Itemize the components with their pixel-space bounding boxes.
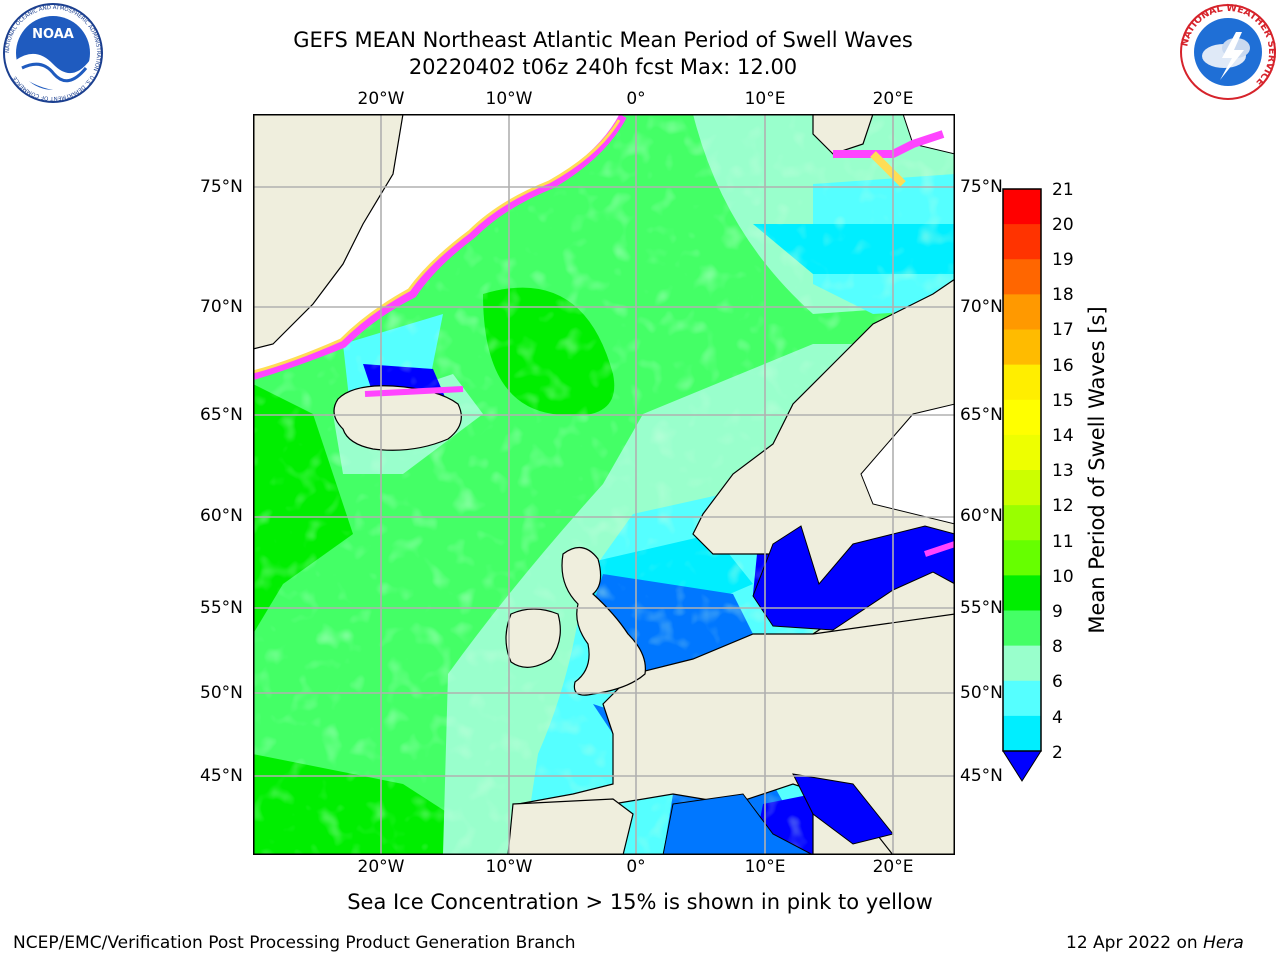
lon-label-bottom: 20°W	[357, 857, 405, 877]
lat-label-left: 55°N	[200, 598, 243, 618]
lat-label-right: 45°N	[960, 766, 1003, 786]
colorbar-label: Mean Period of Swell Waves [s]	[1085, 306, 1109, 634]
noaa-logo-text: NOAA	[32, 27, 74, 42]
colorbar-under-arrow	[1002, 750, 1042, 782]
host-name: Hera	[1203, 933, 1244, 953]
britain-land	[561, 547, 646, 696]
nws-logo: NATIONAL WEATHER SERVICE	[1179, 3, 1277, 100]
iceland-land	[333, 385, 462, 451]
colorbar-segment	[1003, 189, 1041, 225]
colorbar-tick: 10	[1052, 567, 1074, 587]
colorbar-segment	[1003, 505, 1041, 541]
lon-label-top: 0°	[626, 89, 646, 109]
colorbar-tick: 21	[1052, 180, 1074, 200]
colorbar-segment	[1003, 329, 1041, 366]
lat-label-right: 65°N	[960, 405, 1003, 425]
noaa-logo: NOAA NATIONAL OCEANIC AND ATMOSPHERIC AD…	[3, 3, 103, 103]
graticule	[253, 114, 955, 855]
chart-subtitle: 20220402 t06z 240h fcst Max: 12.00	[408, 55, 798, 79]
colorbar	[1002, 188, 1042, 782]
lon-label-bottom: 20°E	[872, 857, 914, 877]
lat-label-right: 50°N	[960, 683, 1003, 703]
lat-label-right: 60°N	[960, 506, 1003, 526]
lat-label-left: 70°N	[200, 297, 243, 317]
colorbar-tick: 19	[1052, 250, 1074, 270]
lat-label-left: 75°N	[200, 177, 243, 197]
run-date: 12 Apr 2022 on Hera	[1066, 933, 1244, 953]
colorbar-tick: 16	[1052, 356, 1074, 376]
colorbar-segment	[1003, 610, 1041, 647]
adriatic-sea	[792, 773, 894, 845]
colorbar-segment	[1003, 294, 1041, 330]
lat-label-right: 70°N	[960, 297, 1003, 317]
sea-ice-note: Sea Ice Concentration > 15% is shown in …	[347, 890, 933, 914]
colorbar-tick: 11	[1052, 532, 1074, 552]
colorbar-segment	[1003, 224, 1041, 260]
colorbar-tick: 6	[1052, 672, 1063, 692]
lat-label-left: 65°N	[200, 405, 243, 425]
swell-period-map	[253, 114, 955, 855]
colorbar-segment	[1003, 434, 1041, 471]
colorbar-tick: 14	[1052, 426, 1074, 446]
colorbar-segment	[1003, 575, 1041, 611]
colorbar-tick: 4	[1052, 708, 1063, 728]
ireland-land	[505, 608, 561, 668]
colorbar-segment	[1003, 364, 1041, 401]
colorbar-tick: 13	[1052, 461, 1074, 481]
colorbar-tick: 9	[1052, 602, 1063, 622]
chart-title: GEFS MEAN Northeast Atlantic Mean Period…	[293, 28, 913, 52]
svalbard-ice-edge-yellow	[870, 151, 906, 187]
lon-label-bottom: 10°E	[744, 857, 786, 877]
map-frame	[253, 114, 955, 855]
lat-label-left: 50°N	[200, 683, 243, 703]
svalbard-ice-edge	[833, 130, 945, 158]
colorbar-tick: 17	[1052, 320, 1074, 340]
greenland-land	[253, 114, 404, 350]
colorbar-tick: 18	[1052, 285, 1074, 305]
colorbar-tick: 2	[1052, 743, 1063, 763]
colorbar-segment	[1003, 259, 1041, 295]
colorbar-segment	[1003, 470, 1041, 506]
iberia-land	[507, 798, 634, 855]
sea-ice-edge-yellow	[253, 119, 621, 374]
colorbar-segment	[1003, 645, 1041, 682]
colorbar-tick: 8	[1052, 637, 1063, 657]
mediterranean-sea	[662, 793, 814, 855]
lat-label-right: 75°N	[960, 177, 1003, 197]
colorbar-segment	[1003, 540, 1041, 576]
baltic-sea	[752, 525, 955, 631]
lon-label-top: 20°E	[872, 89, 914, 109]
colorbar-tick: 12	[1052, 496, 1074, 516]
colorbar-segment	[1003, 715, 1041, 752]
lon-label-top: 20°W	[357, 89, 405, 109]
bothnia-ice	[860, 403, 955, 525]
colorbar-segment	[1003, 399, 1041, 436]
lat-label-left: 45°N	[200, 766, 243, 786]
svalbard-land	[812, 114, 874, 155]
baltic-ice-edge	[924, 541, 955, 557]
lon-label-top: 10°E	[744, 89, 786, 109]
lon-label-top: 10°W	[485, 89, 533, 109]
colorbar-segment	[1003, 680, 1041, 717]
sea-ice-edge	[253, 114, 627, 380]
lon-label-bottom: 0°	[626, 857, 646, 877]
run-date-text: 12 Apr 2022 on	[1066, 933, 1204, 953]
colorbar-tick: 20	[1052, 215, 1074, 235]
branch-credit: NCEP/EMC/Verification Post Processing Pr…	[13, 933, 576, 953]
colorbar-frame	[1002, 188, 1042, 752]
lat-label-right: 55°N	[960, 598, 1003, 618]
lat-label-left: 60°N	[200, 506, 243, 526]
colorbar-tick: 15	[1052, 391, 1074, 411]
lon-label-bottom: 10°W	[485, 857, 533, 877]
